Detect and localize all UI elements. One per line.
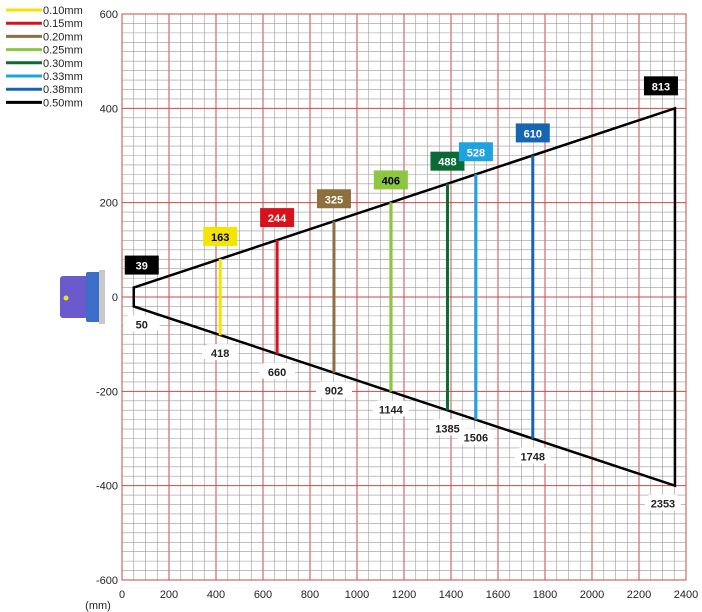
x-tick-label: 800 [301,589,319,601]
distance-label-bg [202,344,239,361]
x-tick-label: 1400 [439,589,463,601]
distance-label-bg [429,419,466,436]
distance-label-bg [514,447,551,464]
width-label: 325 [325,194,343,206]
legend-label: 0.25mm [43,45,83,57]
distance-label-bg [259,362,296,379]
x-tick-label: 400 [207,589,225,601]
legend-label: 0.50mm [43,97,83,109]
distance-label: 1385 [435,423,459,435]
distance-label: 1144 [379,405,404,417]
distance-label-bg [644,494,681,511]
width-label: 813 [652,81,670,93]
width-label-box [643,76,678,96]
chart-grid [121,13,687,581]
distance-label: 2353 [651,499,675,511]
chart-axes: 0 200 400 600 800 1000 1200 1400 1600 1800 2000 220… [85,9,698,612]
width-label-box [203,226,238,246]
distance-label: 660 [268,367,286,379]
y-tick-label: -400 [96,481,118,493]
width-label-box [515,123,550,143]
width-label: 163 [211,232,229,244]
distance-label-bg [315,381,352,398]
y-tick-label: 0 [112,292,118,304]
width-label-box [316,189,351,209]
distance-label: 50 [136,319,148,331]
x-tick-label: 200 [160,589,178,601]
scanner-device-icon [60,270,105,324]
width-label: 406 [382,175,400,187]
data-labels: 163 418 244 660 325 902 406 1144 488 1385 528 1506 6… [123,76,681,511]
width-label: 39 [136,261,148,273]
x-tick-label: 2000 [580,589,604,601]
x-tick-label: 2200 [627,589,651,601]
width-label-box [260,208,295,228]
y-tick-label: 600 [100,9,118,21]
y-tick-label: -600 [96,575,118,587]
legend-label: 0.10mm [43,5,83,17]
x-tick-label: 600 [254,589,272,601]
legend-label: 0.30mm [43,58,83,70]
distance-label: 902 [325,386,343,398]
x-tick-label: 2400 [674,589,698,601]
legend-label: 0.20mm [43,31,83,43]
distance-label-bg [123,315,160,332]
width-label-box [373,170,408,190]
width-label: 488 [438,157,456,169]
x-tick-label: 1000 [345,589,369,601]
beam-outline [132,106,677,488]
legend-label: 0.15mm [43,18,83,30]
width-label: 610 [524,128,542,140]
legend-label: 0.33mm [43,71,83,83]
width-label-box [430,151,465,171]
width-bars [218,155,535,439]
y-tick-label: -200 [96,386,118,398]
x-tick-label: 1800 [533,589,557,601]
width-label-box [124,255,159,275]
distance-label-bg [372,400,409,417]
beam-polygon [132,106,677,488]
y-tick-label: 200 [100,198,118,210]
distance-label: 418 [211,348,229,360]
legend-label: 0.38mm [43,84,83,96]
x-tick-label: 1200 [392,589,416,601]
width-label: 244 [268,213,287,225]
width-label-box [458,142,493,162]
width-label: 528 [467,147,485,159]
distance-label: 1748 [521,452,545,464]
distance-label: 1506 [464,433,488,445]
x-unit-label: (mm) [85,600,111,612]
distance-label-bg [457,428,494,445]
y-tick-label: 400 [100,103,118,115]
x-tick-label: 0 [119,589,125,601]
x-tick-label: 1600 [486,589,510,601]
